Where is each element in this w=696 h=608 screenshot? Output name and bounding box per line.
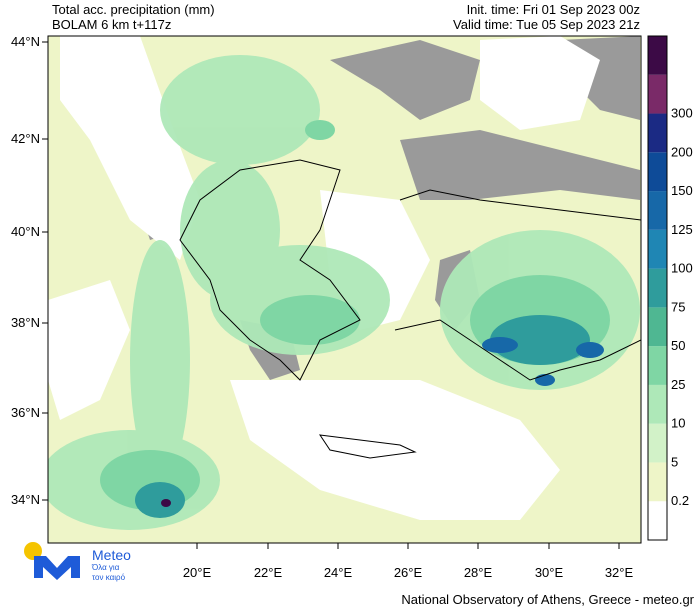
colorbar-swatch — [648, 384, 667, 424]
lon-label: 30°E — [535, 565, 564, 580]
map — [48, 36, 641, 543]
colorbar-label: 300 — [671, 106, 693, 121]
colorbar-label: 25 — [671, 377, 685, 392]
title: Total acc. precipitation (mm) — [52, 2, 215, 17]
colorbar-swatch — [648, 268, 667, 308]
colorbar-swatch — [648, 462, 667, 502]
valid-time: Valid time: Tue 05 Sep 2023 21z — [453, 17, 640, 32]
colorbar-swatch — [648, 36, 667, 75]
footer: National Observatory of Athens, Greece -… — [401, 592, 694, 607]
lat-label: 44°N — [11, 34, 40, 49]
colorbar-frame — [647, 35, 668, 541]
lat-label: 34°N — [11, 492, 40, 507]
colorbar-swatch — [648, 113, 667, 153]
colorbar-swatch — [648, 307, 667, 347]
colorbar-swatch — [648, 152, 667, 192]
map-frame — [47, 35, 642, 544]
colorbar-label: 0.2 — [671, 493, 689, 508]
colorbar-swatch — [648, 346, 667, 385]
lon-label: 26°E — [394, 565, 423, 580]
colorbar-swatch — [648, 191, 667, 230]
colorbar-label: 200 — [671, 144, 693, 159]
colorbar-label: 10 — [671, 416, 685, 431]
lon-label: 24°E — [324, 565, 353, 580]
colorbar-swatch — [648, 423, 667, 463]
lat-label: 42°N — [11, 131, 40, 146]
logo-tagline: τον καιρό — [92, 573, 126, 582]
colorbar-label: 50 — [671, 338, 685, 353]
lat-label: 40°N — [11, 224, 40, 239]
lon-label: 32°E — [605, 565, 634, 580]
lon-label: 20°E — [183, 565, 212, 580]
colorbar-label: 125 — [671, 222, 693, 237]
init-time: Init. time: Fri 01 Sep 2023 00z — [467, 2, 640, 17]
colorbar-label: 75 — [671, 299, 685, 314]
colorbar-label: 5 — [671, 454, 678, 469]
colorbar-label: 150 — [671, 183, 693, 198]
colorbar-swatch — [648, 74, 667, 114]
colorbar-swatch — [648, 229, 667, 269]
logo-tagline: Όλα για — [91, 563, 120, 572]
lon-label: 28°E — [464, 565, 493, 580]
lon-label: 22°E — [254, 565, 283, 580]
lat-label: 36°N — [11, 405, 40, 420]
colorbar-swatch — [648, 501, 667, 540]
logo-name: Meteo — [92, 547, 131, 563]
model: BOLAM 6 km t+117z — [52, 17, 171, 32]
colorbar-label: 100 — [671, 261, 693, 276]
lat-label: 38°N — [11, 315, 40, 330]
logo: Meteo Όλα για τον καιρό — [24, 542, 131, 582]
